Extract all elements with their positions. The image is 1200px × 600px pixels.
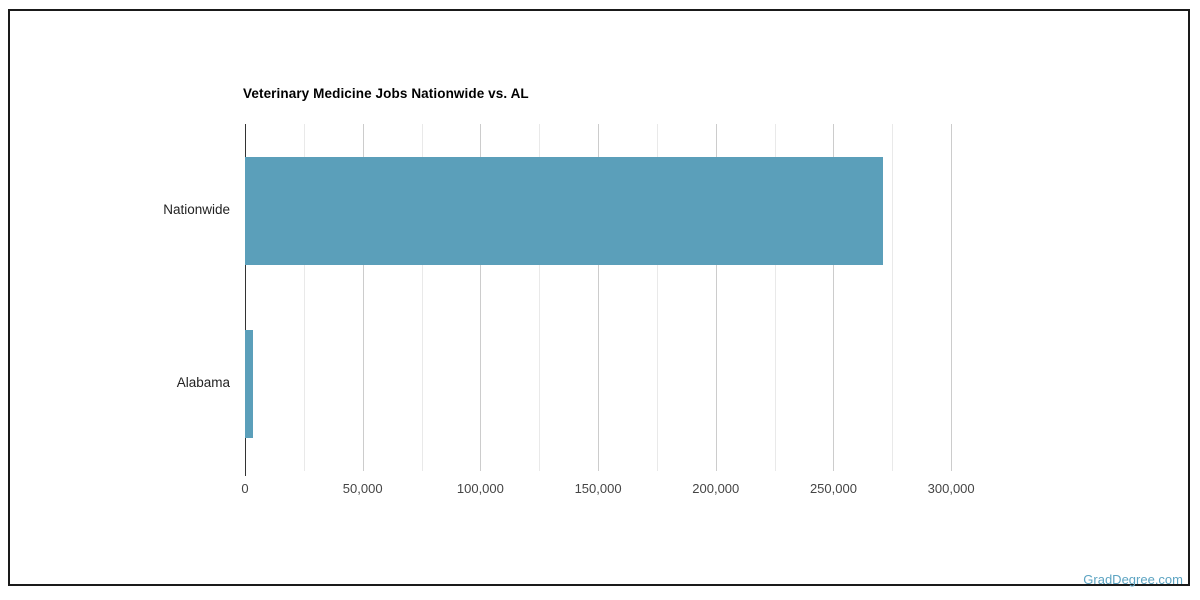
category-label-alabama: Alabama (176, 375, 230, 391)
major-gridline (833, 124, 835, 471)
major-gridline (951, 124, 953, 471)
bar-alabama (245, 330, 253, 439)
minor-gridline (303, 124, 305, 471)
x-tick-label: 250,000 (809, 481, 857, 496)
category-label-nationwide: Nationwide (163, 201, 230, 217)
minor-gridline (774, 124, 776, 471)
chart-title: Veterinary Medicine Jobs Nationwide vs. … (243, 86, 529, 101)
y-axis-line (245, 124, 246, 476)
minor-gridline (656, 124, 658, 471)
bar-nationwide (245, 156, 883, 265)
x-tick-label: 0 (241, 481, 249, 496)
minor-gridline (421, 124, 423, 471)
x-tick-label: 100,000 (456, 481, 504, 496)
plot-area (245, 124, 1010, 476)
x-tick-label: 200,000 (692, 481, 740, 496)
x-tick-label: 150,000 (574, 481, 622, 496)
minor-gridline (892, 124, 894, 471)
watermark-link: GradDegree.com (1083, 572, 1183, 587)
minor-gridline (539, 124, 541, 471)
x-tick-label: 50,000 (342, 481, 383, 496)
x-tick-label: 300,000 (927, 481, 975, 496)
major-gridline (362, 124, 364, 471)
major-gridline (598, 124, 600, 471)
major-gridline (480, 124, 482, 471)
major-gridline (715, 124, 717, 471)
